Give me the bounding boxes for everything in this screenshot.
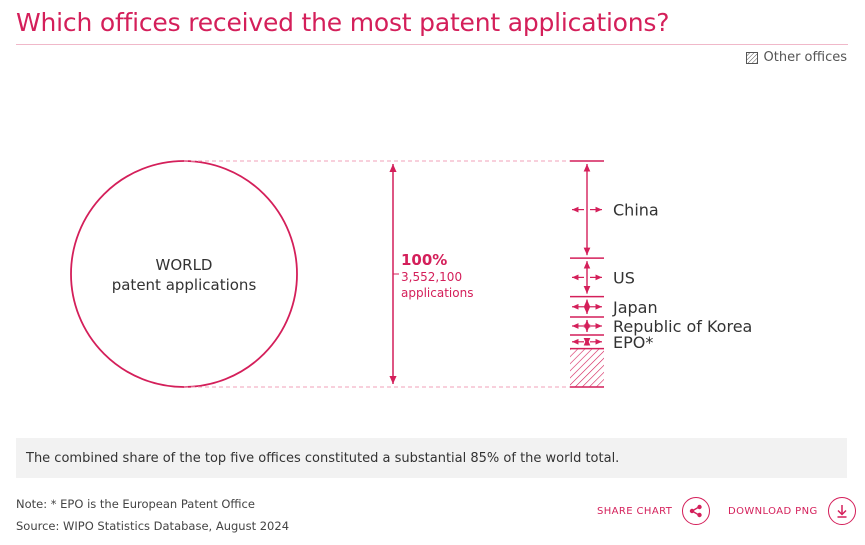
- office-label-japan: Japan: [612, 298, 658, 317]
- patent-chart: WORLD patent applications 100% 3,552,100…: [70, 160, 752, 388]
- page-title: Which offices received the most patent a…: [16, 8, 670, 37]
- share-icon: [682, 497, 711, 525]
- other-offices-segment: [570, 348, 604, 387]
- total-count-label: 3,552,100: [401, 270, 462, 284]
- download-png-button[interactable]: DOWNLOAD PNG: [728, 497, 856, 525]
- total-percent-label: 100%: [401, 251, 447, 269]
- world-circle: [70, 160, 298, 388]
- title-divider: [16, 44, 848, 45]
- legend-label: Other offices: [763, 50, 847, 65]
- office-label-china: China: [613, 201, 659, 220]
- office-label-us: US: [613, 268, 635, 287]
- share-chart-label: SHARE CHART: [597, 505, 673, 517]
- share-chart-button[interactable]: SHARE CHART: [597, 497, 711, 525]
- legend: Other offices: [745, 50, 847, 65]
- hatched-square-icon: [745, 51, 758, 64]
- summary-box: The combined share of the top five offic…: [16, 438, 847, 478]
- summary-text: The combined share of the top five offic…: [26, 450, 620, 466]
- total-unit-label: applications: [401, 286, 473, 300]
- office-label-epo: EPO*: [613, 333, 653, 352]
- world-circle-label-line2: patent applications: [112, 276, 257, 294]
- office-label-republic-of-korea: Republic of Korea: [613, 317, 752, 336]
- world-circle-label-line1: WORLD: [156, 256, 213, 274]
- download-png-label: DOWNLOAD PNG: [728, 505, 818, 517]
- footnote: Note: * EPO is the European Patent Offic…: [16, 497, 255, 511]
- download-icon: [827, 497, 856, 525]
- source-note: Source: WIPO Statistics Database, August…: [16, 519, 290, 533]
